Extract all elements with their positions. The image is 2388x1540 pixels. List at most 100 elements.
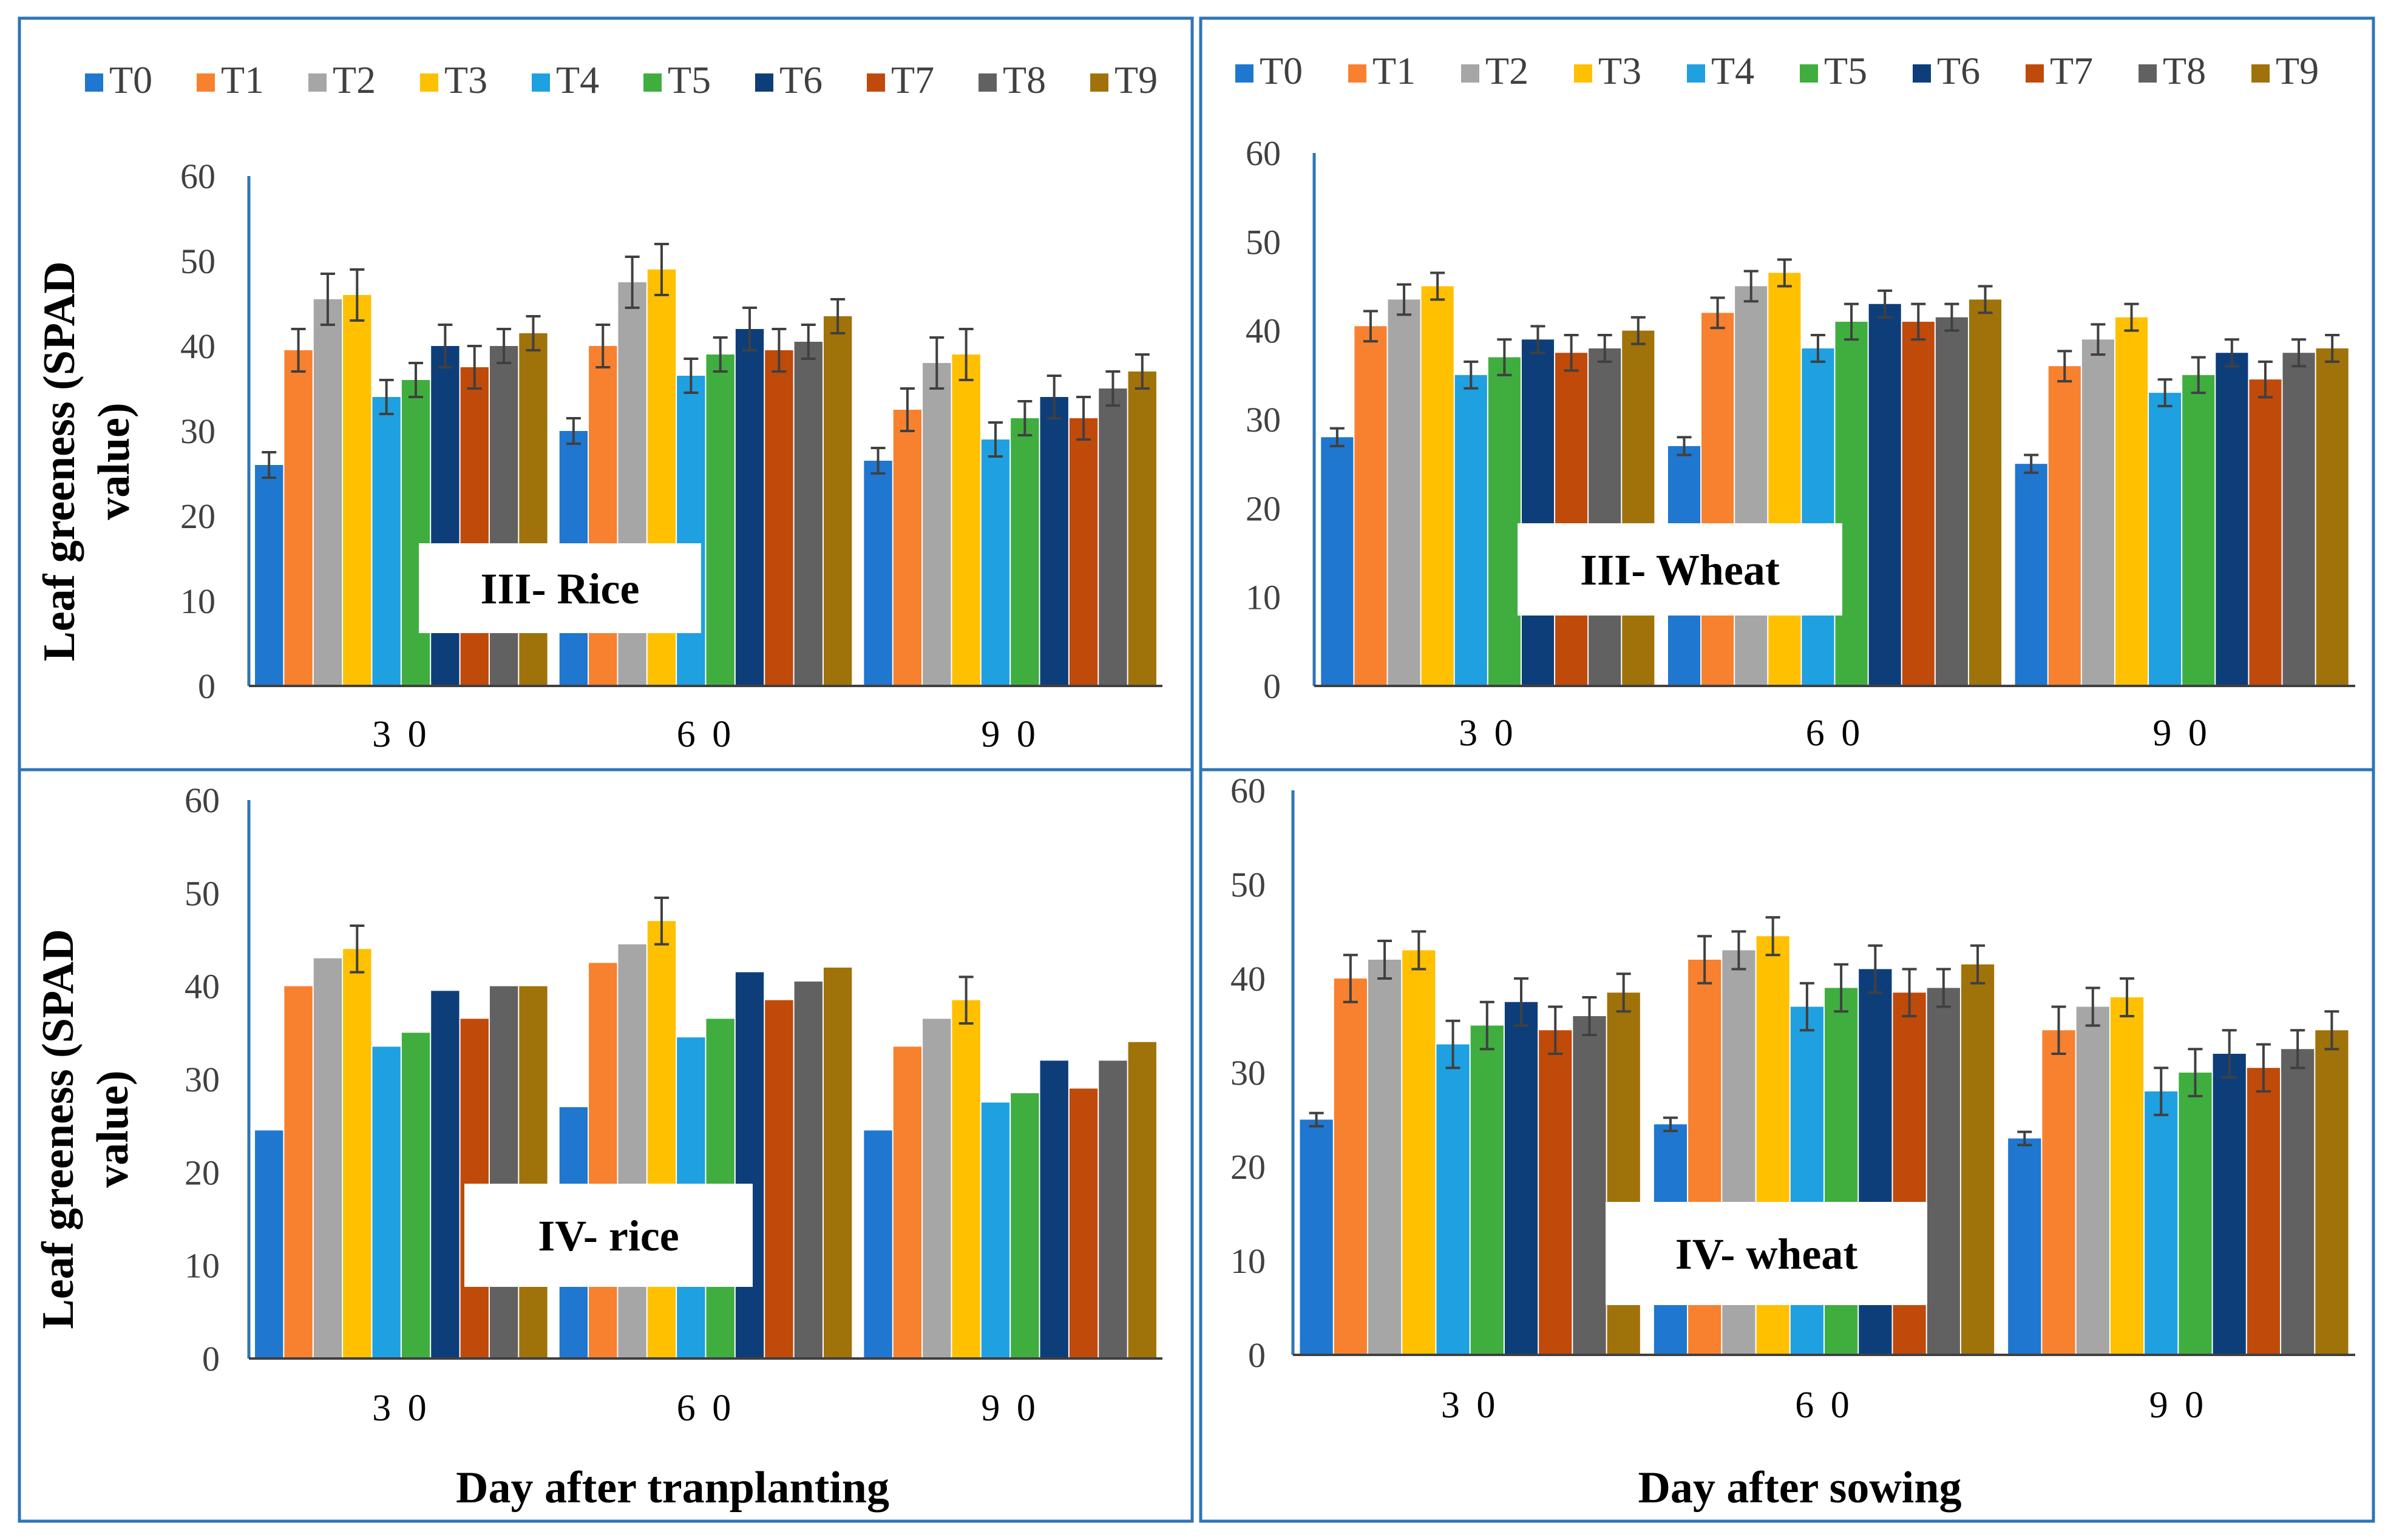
bar-t3 bbox=[1402, 950, 1436, 1355]
chart-iii-rice: 0 10 20 30 40 50 60 3 0 6 0 9 0 III- Rice bbox=[180, 157, 1162, 755]
legend-label: T5 bbox=[1824, 49, 1867, 92]
chart-title: III- Wheat bbox=[1580, 546, 1780, 594]
error-bar bbox=[1944, 302, 1959, 332]
error-bar bbox=[1377, 940, 1392, 980]
bar-t9 bbox=[823, 968, 852, 1359]
bar-t0 bbox=[2015, 464, 2047, 686]
error-bar bbox=[497, 328, 512, 364]
error-bar bbox=[2222, 1029, 2237, 1079]
y-tick-label: 10 bbox=[1230, 1241, 1266, 1281]
legend-label: T4 bbox=[1711, 49, 1754, 92]
y-tick-label: 60 bbox=[1230, 771, 1266, 810]
bar-t3 bbox=[647, 921, 676, 1359]
error-bar bbox=[654, 243, 669, 296]
y-tick-label: 20 bbox=[1230, 1147, 1266, 1187]
bar-t8 bbox=[2282, 353, 2315, 686]
chart-title-box bbox=[1606, 1202, 1927, 1305]
x-tick-label: 3 0 bbox=[1441, 1385, 1499, 1426]
panel-frames bbox=[18, 16, 2375, 1523]
bar-t2 bbox=[618, 944, 646, 1359]
y-axis-label-bottom-line2: value) bbox=[88, 1070, 138, 1187]
bar-t5 bbox=[706, 354, 734, 686]
bar-t4 bbox=[677, 376, 705, 686]
error-bar bbox=[830, 298, 846, 334]
bar-t9 bbox=[1622, 330, 1655, 686]
error-bar bbox=[1445, 1019, 1460, 1070]
x-tick-label: 6 0 bbox=[677, 1388, 735, 1429]
error-bar bbox=[2085, 986, 2100, 1027]
error-bar bbox=[320, 273, 335, 326]
legend-left: T0 T1 T2 T3 T4 T5 T6 T7 T8 T9 bbox=[85, 58, 1158, 101]
error-bar bbox=[1497, 338, 1512, 376]
bar-t3 bbox=[1768, 273, 1801, 686]
error-bar bbox=[1397, 283, 1412, 316]
bar-t6 bbox=[1868, 304, 1901, 686]
bar-t1 bbox=[2048, 366, 2081, 686]
legend-label: T9 bbox=[1114, 58, 1158, 101]
bar-t5 bbox=[1835, 322, 1868, 686]
error-bar bbox=[2124, 302, 2139, 332]
error-bar bbox=[2325, 333, 2340, 363]
error-bar bbox=[1911, 302, 1926, 341]
legend-label: T5 bbox=[668, 58, 711, 101]
error-bar bbox=[1663, 1116, 1678, 1133]
bar-t5 bbox=[1011, 1093, 1039, 1359]
bar-t9 bbox=[1128, 371, 1156, 686]
legend-swatch bbox=[2026, 64, 2044, 83]
y-tick-label: 0 bbox=[1248, 1335, 1266, 1375]
error-bar bbox=[1677, 436, 1692, 456]
x-tick-label: 3 0 bbox=[372, 714, 430, 755]
bar-t2 bbox=[313, 299, 342, 686]
legend-swatch bbox=[979, 73, 997, 92]
bar-t2 bbox=[923, 363, 951, 686]
bar-t9 bbox=[823, 316, 852, 686]
x-tick-label: 6 0 bbox=[677, 714, 735, 755]
error-bar bbox=[2256, 1043, 2271, 1093]
legend-label: T1 bbox=[1372, 49, 1416, 92]
legend-label: T7 bbox=[891, 58, 934, 101]
y-tick-label: 20 bbox=[1246, 489, 1281, 528]
legend-swatch bbox=[197, 73, 215, 92]
bar-t3 bbox=[343, 949, 371, 1359]
error-bar bbox=[1697, 935, 1712, 985]
bar-t4 bbox=[981, 439, 1010, 686]
error-bar bbox=[379, 379, 394, 415]
bar-t4 bbox=[372, 397, 401, 686]
error-bar bbox=[350, 924, 365, 974]
legend-swatch bbox=[532, 73, 550, 92]
error-bar bbox=[1777, 258, 1792, 288]
legend-swatch bbox=[308, 73, 327, 92]
y-tick-label: 30 bbox=[180, 412, 215, 451]
y-axis-label-top-line1: Leaf greeness (SPAD bbox=[35, 261, 84, 661]
legend-label: T6 bbox=[1937, 49, 1980, 92]
legend-label: T9 bbox=[2276, 49, 2319, 92]
x-tick-label: 9 0 bbox=[2149, 1385, 2208, 1426]
error-bar bbox=[2291, 338, 2307, 368]
bar-t6 bbox=[1521, 339, 1555, 686]
error-bar bbox=[1902, 968, 1917, 1017]
error-bar bbox=[1765, 916, 1780, 957]
bar-t0 bbox=[864, 461, 892, 686]
error-bar bbox=[1329, 427, 1345, 447]
y-tick-label: 60 bbox=[180, 157, 215, 196]
error-bar bbox=[2290, 1029, 2305, 1070]
bar-t1 bbox=[2042, 1030, 2075, 1355]
error-bar bbox=[291, 328, 306, 373]
error-bar bbox=[2257, 360, 2273, 399]
error-bar bbox=[262, 451, 277, 479]
bar-t0 bbox=[255, 1130, 283, 1359]
bar-t7 bbox=[1069, 1088, 1098, 1359]
y-tick-label: 50 bbox=[1230, 865, 1266, 904]
error-bar bbox=[1877, 289, 1893, 319]
error-bar bbox=[2091, 323, 2106, 356]
bar-t9 bbox=[2316, 348, 2349, 686]
bar-t0 bbox=[2008, 1138, 2041, 1355]
error-bar bbox=[526, 315, 541, 351]
x-tick-label: 3 0 bbox=[1459, 713, 1517, 754]
bar-t7 bbox=[1555, 353, 1588, 686]
error-bar bbox=[1810, 333, 1825, 363]
bar-t7 bbox=[765, 350, 793, 686]
error-bar bbox=[566, 417, 581, 445]
bar-t5 bbox=[401, 1033, 430, 1359]
legend-label: T6 bbox=[779, 58, 823, 101]
